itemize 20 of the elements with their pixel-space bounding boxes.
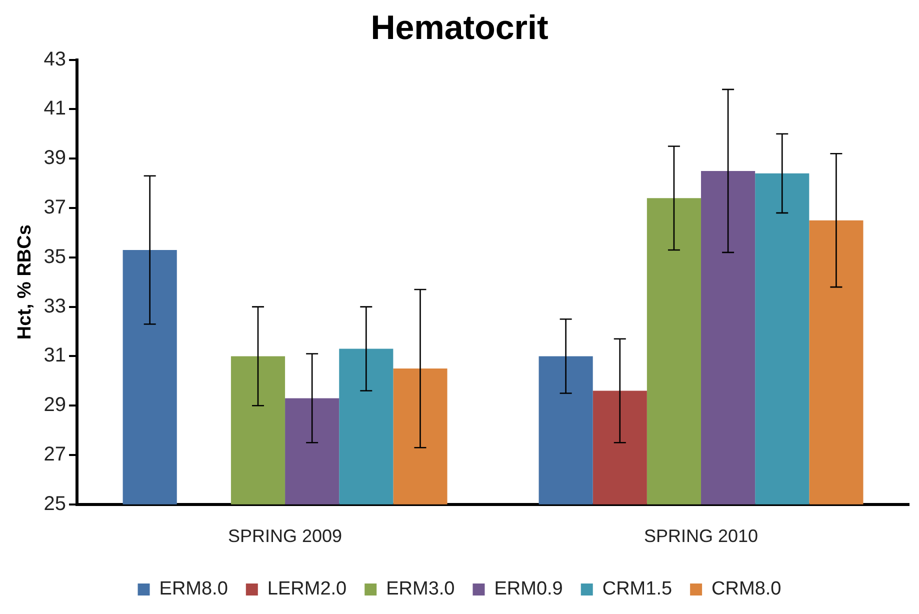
y-tick-label: 41 [44,98,66,120]
y-axis-title: Hct, % RBCs [14,224,36,340]
y-tick-label: 43 [44,48,66,70]
y-tick-label: 27 [44,444,66,466]
y-tick-label: 31 [44,344,66,367]
x-tick-label: SPRING 2009 [228,526,342,546]
y-tick-label: 35 [44,246,66,268]
y-tick-label: 39 [44,147,66,170]
y-tick-label: 29 [44,394,66,416]
legend-label: CRM8.0 [712,578,782,600]
legend-label: ERM3.0 [386,578,455,600]
x-tick-label: SPRING 2010 [644,526,758,546]
y-tick-label: 25 [44,492,66,515]
legend-label: LERM2.0 [267,578,347,600]
legend-label: CRM1.5 [602,578,672,600]
chart-title: Hematocrit [370,8,548,47]
y-tick-label: 37 [44,196,66,219]
legend-label: ERM0.9 [494,578,563,600]
y-tick-label: 33 [44,295,66,318]
legend-label: ERM8.0 [159,578,228,600]
